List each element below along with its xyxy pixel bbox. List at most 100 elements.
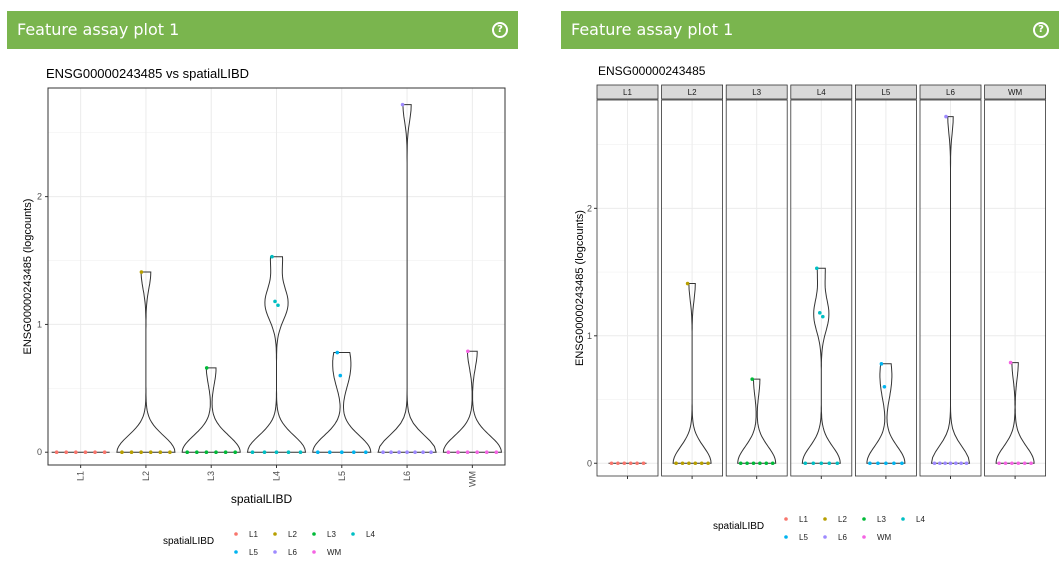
- x-tick-label: L4: [272, 471, 282, 481]
- data-point-l2: [120, 450, 124, 455]
- panel-title: Feature assay plot 1: [17, 20, 180, 39]
- legend-label-l5: L5: [249, 548, 258, 557]
- legend-key-l2: [823, 517, 827, 521]
- legend-label-l1: L1: [799, 515, 808, 524]
- data-point-l3: [738, 461, 743, 466]
- data-point-l1: [616, 461, 620, 466]
- facet-panel-l6: L6: [919, 84, 982, 479]
- x-tick-label: L1: [76, 471, 86, 481]
- violin-l5: [312, 350, 372, 455]
- y-tick-label: 0: [37, 447, 42, 457]
- data-point-wm: [1022, 461, 1027, 466]
- data-point-l6: [944, 114, 948, 119]
- legend-label-l6: L6: [838, 533, 847, 542]
- panel-header: Feature assay plot 1 ?: [561, 11, 1059, 49]
- data-point-wm: [1016, 461, 1021, 466]
- facet-strip: [790, 84, 853, 100]
- data-point-l5: [876, 461, 880, 466]
- facet-panel-l4: L4: [790, 84, 853, 479]
- data-point-l4: [270, 254, 274, 259]
- legend-key-wm: [862, 535, 866, 539]
- data-point-l4: [821, 314, 825, 319]
- x-tick-label: L2: [141, 471, 151, 481]
- data-point-l3: [204, 450, 209, 455]
- data-point-l1: [83, 450, 88, 455]
- legend-key-l3: [312, 532, 316, 536]
- data-point-l1: [54, 450, 59, 455]
- data-point-l5: [879, 362, 884, 366]
- legend-label-l6: L6: [288, 548, 297, 557]
- data-point-l4: [250, 450, 255, 455]
- data-point-l6: [948, 461, 953, 466]
- data-point-l5: [868, 461, 872, 466]
- y-tick-label: 0: [587, 458, 592, 468]
- data-point-l6: [959, 461, 963, 466]
- facet-strip-label: L1: [623, 88, 632, 97]
- legend-key-l2: [273, 532, 277, 536]
- legend-key-l1: [234, 532, 238, 536]
- legend-label-wm: WM: [327, 548, 342, 557]
- data-point-l1: [609, 461, 614, 466]
- facet-panel-l3: L3: [725, 84, 788, 479]
- violin-l4: [246, 254, 307, 455]
- legend-key-l6: [273, 550, 277, 554]
- data-point-l1: [93, 450, 97, 455]
- facet-strip: [854, 84, 917, 100]
- help-icon[interactable]: ?: [492, 22, 508, 38]
- legend-title: spatialLIBD: [163, 536, 214, 547]
- data-point-l5: [315, 450, 320, 455]
- legend-label-l2: L2: [288, 530, 297, 539]
- data-point-l4: [811, 461, 816, 466]
- data-point-l1: [64, 450, 69, 455]
- data-point-wm: [494, 450, 499, 455]
- legend-key-wm: [312, 550, 316, 554]
- data-point-l5: [892, 461, 896, 466]
- facet-strip-label: L2: [688, 88, 697, 97]
- chart-title: ENSG00000243485 vs spatialLIBD: [46, 66, 249, 81]
- violin-l3: [181, 366, 241, 455]
- data-point-l4: [827, 461, 832, 466]
- data-point-l4: [835, 461, 840, 466]
- data-point-l5: [900, 461, 904, 466]
- panel-title: Feature assay plot 1: [571, 20, 734, 39]
- data-point-l3: [204, 366, 209, 370]
- data-point-wm: [997, 461, 1001, 466]
- data-point-l5: [339, 450, 344, 455]
- data-point-l4: [262, 450, 267, 455]
- legend-key-l5: [234, 550, 238, 554]
- facet-strip-label: L4: [817, 88, 826, 97]
- data-point-l3: [758, 461, 762, 466]
- data-point-l5: [338, 373, 343, 378]
- legend-label-wm: WM: [877, 533, 892, 542]
- data-point-l6: [400, 102, 405, 107]
- data-point-l3: [195, 450, 199, 455]
- data-point-l2: [158, 450, 163, 455]
- data-point-l5: [327, 450, 332, 455]
- data-point-l4: [818, 311, 822, 315]
- data-point-l3: [185, 450, 190, 455]
- data-point-l5: [882, 384, 887, 389]
- legend-key-l6: [823, 535, 827, 539]
- data-point-l4: [286, 450, 291, 455]
- data-point-l3: [764, 461, 769, 466]
- y-tick-label: 1: [587, 331, 592, 341]
- data-point-l2: [148, 450, 153, 455]
- facet-panel-l5: L5: [854, 84, 917, 479]
- data-point-l4: [273, 299, 277, 304]
- data-point-l4: [274, 450, 279, 455]
- data-point-l2: [129, 450, 134, 455]
- legend-key-l1: [784, 517, 788, 521]
- x-tick-label: L6: [402, 471, 412, 481]
- y-tick-label: 1: [37, 319, 42, 329]
- data-point-l3: [233, 450, 238, 455]
- data-point-l4: [803, 461, 808, 466]
- data-point-l5: [335, 350, 340, 355]
- help-icon[interactable]: ?: [1033, 22, 1049, 38]
- violin-l2: [116, 270, 176, 455]
- data-point-l6: [938, 461, 942, 466]
- facet-strip-label: WM: [1008, 88, 1023, 97]
- facet-strip-label: L3: [752, 88, 761, 97]
- data-point-l2: [693, 461, 698, 466]
- data-point-l6: [943, 461, 947, 466]
- data-point-l3: [751, 461, 756, 466]
